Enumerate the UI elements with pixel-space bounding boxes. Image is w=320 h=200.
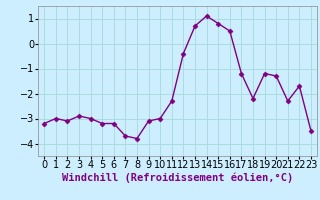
X-axis label: Windchill (Refroidissement éolien,°C): Windchill (Refroidissement éolien,°C) (62, 173, 293, 183)
